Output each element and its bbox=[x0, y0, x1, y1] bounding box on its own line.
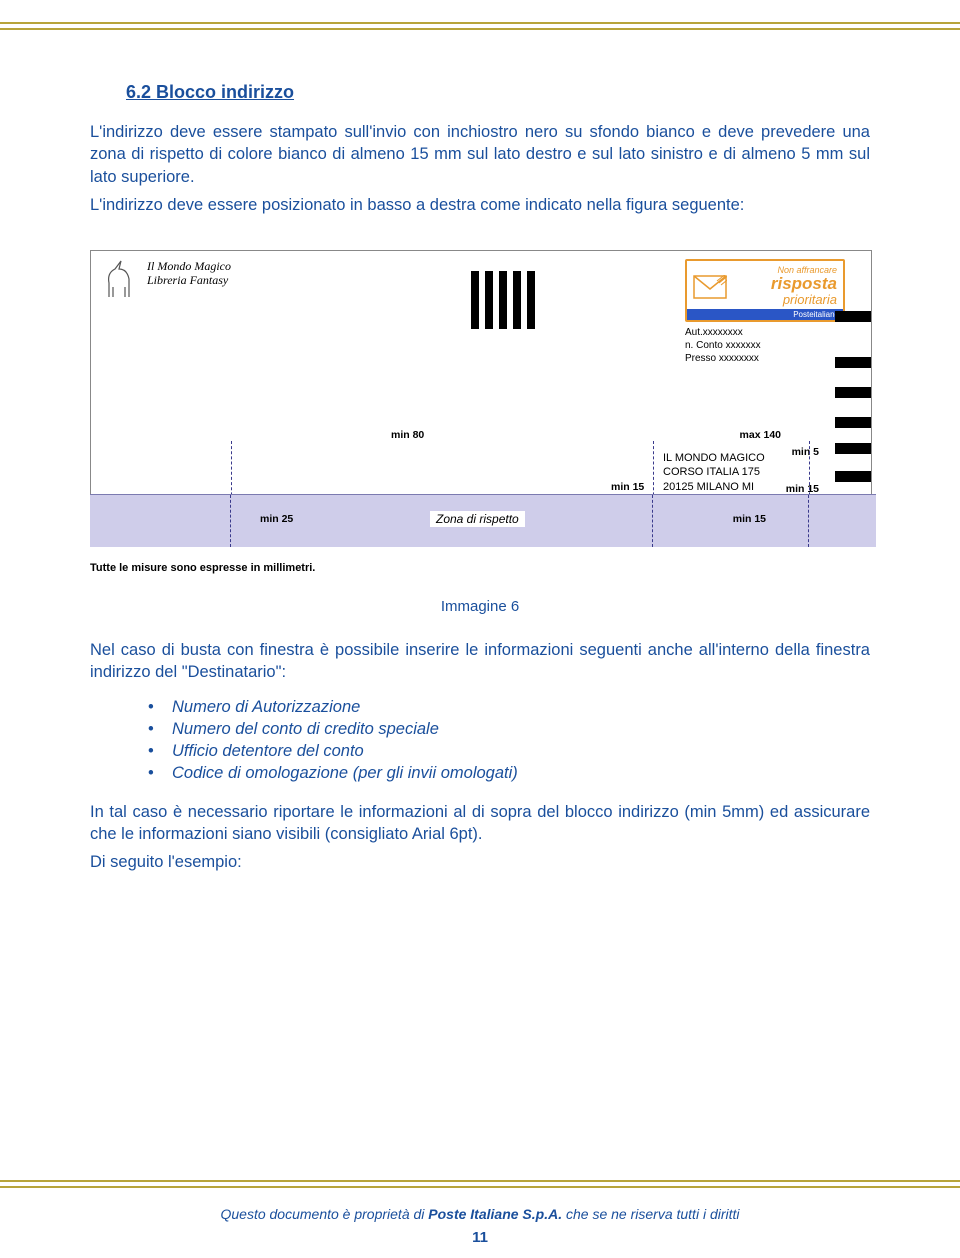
recipient-line: CORSO ITALIA 175 bbox=[663, 465, 803, 479]
footer-bold: Poste Italiane S.p.A. bbox=[428, 1206, 562, 1222]
recipient-line: IL MONDO MAGICO bbox=[663, 451, 803, 465]
dim-min15: min 15 bbox=[611, 481, 644, 493]
paragraph-5: Di seguito l'esempio: bbox=[90, 851, 870, 873]
footer-prefix: Questo documento è proprietà di bbox=[220, 1206, 428, 1222]
page-number: 11 bbox=[0, 1229, 960, 1246]
envelope-outline: Il Mondo Magico Libreria Fantasy N bbox=[90, 250, 872, 522]
dim-min5: min 5 bbox=[792, 446, 819, 458]
stamp-posteitaliane-bar: Posteitaliane bbox=[687, 309, 843, 320]
zone-label: Zona di rispetto bbox=[430, 511, 525, 527]
auth-line: Aut.xxxxxxxx bbox=[685, 326, 845, 339]
figure-caption: Immagine 6 bbox=[90, 598, 870, 615]
bullet-list: Numero di Autorizzazione Numero del cont… bbox=[148, 698, 870, 783]
paragraph-3: Nel caso di busta con finestra è possibi… bbox=[90, 639, 870, 684]
dash-guide bbox=[230, 495, 231, 547]
list-item: Numero del conto di credito speciale bbox=[148, 720, 870, 739]
paragraph-1: L'indirizzo deve essere stampato sull'in… bbox=[90, 121, 870, 188]
edge-mark bbox=[835, 417, 871, 428]
figure-legend: Tutte le misure sono espresse in millime… bbox=[90, 562, 315, 594]
list-item: Codice di omologazione (per gli invii om… bbox=[148, 764, 870, 783]
bottom-rule bbox=[0, 1180, 960, 1188]
postage-stamp: Non affrancare risposta prioritaria Post… bbox=[685, 259, 845, 365]
edge-mark bbox=[835, 357, 871, 368]
sender-block: Il Mondo Magico Libreria Fantasy bbox=[103, 259, 231, 299]
sender-line-1: Il Mondo Magico bbox=[147, 259, 231, 273]
document-page: 6.2 Blocco indirizzo L'indirizzo deve es… bbox=[0, 0, 960, 1258]
envelope-icon bbox=[693, 275, 727, 299]
figure-envelope: Il Mondo Magico Libreria Fantasy N bbox=[90, 250, 870, 590]
edge-mark bbox=[835, 387, 871, 398]
dash-guide bbox=[808, 495, 809, 547]
dim-min80: min 80 bbox=[391, 429, 424, 441]
edge-mark bbox=[835, 443, 871, 454]
section-heading: 6.2 Blocco indirizzo bbox=[126, 82, 870, 103]
edge-mark bbox=[835, 471, 871, 482]
auth-line: n. Conto xxxxxxx bbox=[685, 339, 845, 352]
paragraph-4: In tal caso è necessario riportare le in… bbox=[90, 801, 870, 846]
recipient-address: IL MONDO MAGICO CORSO ITALIA 175 20125 M… bbox=[663, 451, 803, 494]
footer-suffix: che se ne riserva tutti i diritti bbox=[562, 1206, 739, 1222]
dim-min25: min 25 bbox=[260, 513, 293, 525]
dim-max140: max 140 bbox=[740, 429, 781, 441]
list-item: Ufficio detentore del conto bbox=[148, 742, 870, 761]
dash-guide bbox=[652, 495, 653, 547]
unicorn-icon bbox=[103, 259, 137, 299]
footer-note: Questo documento è proprietà di Poste It… bbox=[0, 1206, 960, 1222]
sender-line-2: Libreria Fantasy bbox=[147, 273, 231, 287]
paragraph-2: L'indirizzo deve essere posizionato in b… bbox=[90, 194, 870, 216]
dim-min15: min 15 bbox=[733, 513, 766, 525]
top-rule bbox=[0, 22, 960, 30]
respect-zone: Zona di rispetto min 25 min 15 bbox=[90, 494, 876, 547]
list-item: Numero di Autorizzazione bbox=[148, 698, 870, 717]
barcode bbox=[471, 271, 535, 329]
recipient-line: 20125 MILANO MI bbox=[663, 480, 803, 494]
edge-mark bbox=[835, 311, 871, 322]
auth-line: Presso xxxxxxxx bbox=[685, 352, 845, 365]
authorization-lines: Aut.xxxxxxxx n. Conto xxxxxxx Presso xxx… bbox=[685, 326, 845, 365]
